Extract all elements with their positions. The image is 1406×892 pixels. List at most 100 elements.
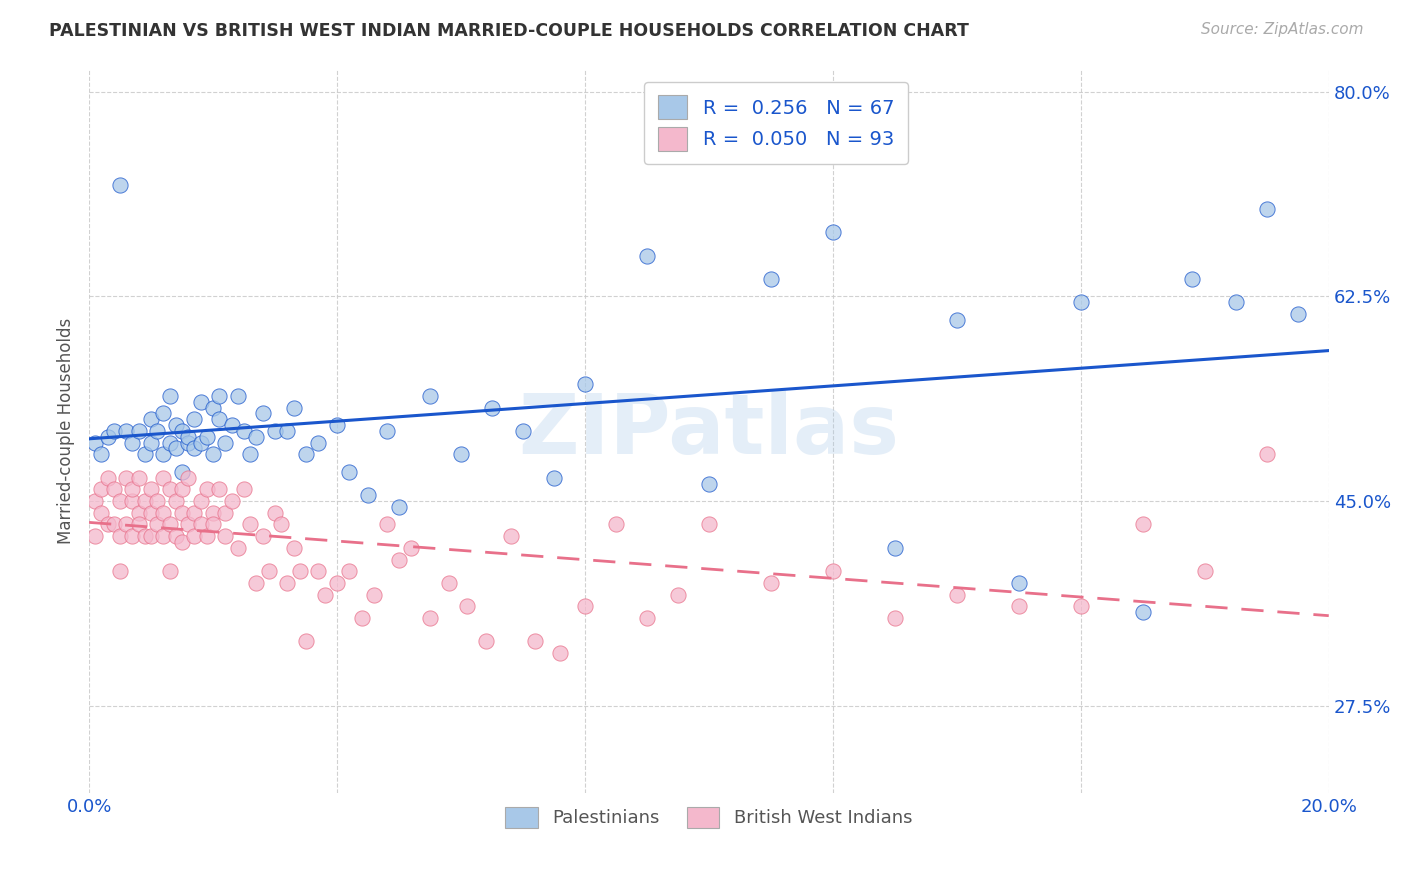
Point bbox=[697, 476, 720, 491]
Point bbox=[276, 424, 298, 438]
Point bbox=[165, 418, 187, 433]
Point bbox=[152, 506, 174, 520]
Point bbox=[697, 517, 720, 532]
Point bbox=[152, 529, 174, 543]
Point bbox=[388, 500, 411, 514]
Point bbox=[103, 424, 125, 438]
Point bbox=[103, 517, 125, 532]
Point bbox=[195, 430, 218, 444]
Point bbox=[159, 389, 181, 403]
Point bbox=[276, 575, 298, 590]
Point bbox=[97, 517, 120, 532]
Point bbox=[202, 447, 225, 461]
Point bbox=[170, 535, 193, 549]
Point bbox=[636, 249, 658, 263]
Point bbox=[821, 564, 844, 578]
Point bbox=[177, 430, 200, 444]
Point bbox=[165, 494, 187, 508]
Point bbox=[239, 517, 262, 532]
Point bbox=[221, 494, 243, 508]
Point bbox=[883, 611, 905, 625]
Point bbox=[1181, 272, 1204, 286]
Point bbox=[170, 424, 193, 438]
Point bbox=[159, 435, 181, 450]
Point bbox=[946, 313, 969, 327]
Point bbox=[1194, 564, 1216, 578]
Point bbox=[401, 541, 423, 555]
Legend: Palestinians, British West Indians: Palestinians, British West Indians bbox=[498, 800, 920, 835]
Point bbox=[314, 588, 336, 602]
Y-axis label: Married-couple Households: Married-couple Households bbox=[58, 318, 75, 544]
Point bbox=[574, 377, 596, 392]
Point bbox=[214, 435, 236, 450]
Point bbox=[97, 471, 120, 485]
Text: Source: ZipAtlas.com: Source: ZipAtlas.com bbox=[1201, 22, 1364, 37]
Point bbox=[307, 564, 329, 578]
Point bbox=[190, 494, 212, 508]
Point bbox=[605, 517, 627, 532]
Point bbox=[152, 406, 174, 420]
Point bbox=[152, 471, 174, 485]
Point bbox=[121, 494, 143, 508]
Point bbox=[307, 435, 329, 450]
Point bbox=[139, 435, 162, 450]
Point bbox=[239, 447, 262, 461]
Point bbox=[146, 494, 169, 508]
Point bbox=[115, 424, 138, 438]
Point bbox=[183, 506, 205, 520]
Point bbox=[183, 442, 205, 456]
Point bbox=[257, 564, 280, 578]
Point bbox=[574, 599, 596, 614]
Point bbox=[195, 529, 218, 543]
Point bbox=[195, 483, 218, 497]
Point bbox=[159, 564, 181, 578]
Point bbox=[419, 611, 441, 625]
Point bbox=[636, 611, 658, 625]
Point bbox=[1008, 575, 1031, 590]
Point bbox=[208, 412, 231, 426]
Point bbox=[139, 483, 162, 497]
Point bbox=[1132, 605, 1154, 619]
Point bbox=[339, 564, 361, 578]
Point bbox=[1132, 517, 1154, 532]
Point bbox=[159, 517, 181, 532]
Point bbox=[115, 517, 138, 532]
Point bbox=[146, 517, 169, 532]
Point bbox=[202, 517, 225, 532]
Point bbox=[208, 389, 231, 403]
Point bbox=[90, 447, 112, 461]
Point bbox=[165, 529, 187, 543]
Point bbox=[233, 483, 256, 497]
Point bbox=[226, 541, 249, 555]
Point bbox=[97, 430, 120, 444]
Text: PALESTINIAN VS BRITISH WEST INDIAN MARRIED-COUPLE HOUSEHOLDS CORRELATION CHART: PALESTINIAN VS BRITISH WEST INDIAN MARRI… bbox=[49, 22, 969, 40]
Point bbox=[283, 541, 305, 555]
Point bbox=[170, 465, 193, 479]
Point bbox=[134, 529, 156, 543]
Point bbox=[146, 424, 169, 438]
Point bbox=[1256, 202, 1278, 216]
Point bbox=[264, 424, 287, 438]
Point bbox=[121, 529, 143, 543]
Point bbox=[177, 435, 200, 450]
Point bbox=[357, 488, 380, 502]
Point bbox=[128, 424, 150, 438]
Point bbox=[295, 447, 318, 461]
Point bbox=[128, 471, 150, 485]
Point bbox=[226, 389, 249, 403]
Point bbox=[245, 575, 267, 590]
Point bbox=[1070, 599, 1092, 614]
Point bbox=[84, 435, 107, 450]
Point bbox=[350, 611, 373, 625]
Point bbox=[214, 529, 236, 543]
Point bbox=[177, 471, 200, 485]
Point bbox=[139, 412, 162, 426]
Point bbox=[252, 406, 274, 420]
Point bbox=[90, 483, 112, 497]
Point bbox=[245, 430, 267, 444]
Point bbox=[1286, 307, 1309, 321]
Point bbox=[512, 424, 534, 438]
Point bbox=[883, 541, 905, 555]
Point bbox=[419, 389, 441, 403]
Point bbox=[214, 506, 236, 520]
